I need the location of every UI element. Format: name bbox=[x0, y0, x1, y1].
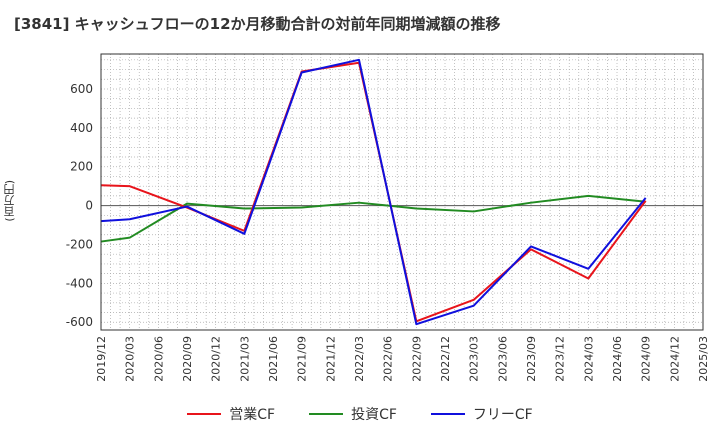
x-tick-label: 2020/03 bbox=[124, 336, 137, 382]
grid-lines bbox=[101, 54, 703, 330]
x-tick-label: 2020/06 bbox=[152, 336, 165, 382]
series-line-investing-cf bbox=[100, 194, 646, 243]
legend-swatch-investing bbox=[309, 413, 344, 415]
legend-label-free: フリーCF bbox=[472, 407, 533, 423]
series-line-free-cf bbox=[100, 58, 647, 326]
x-tick-label: 2021/06 bbox=[267, 336, 280, 382]
x-tick-label: 2023/03 bbox=[468, 336, 481, 382]
x-tick-label: 2020/12 bbox=[210, 336, 223, 382]
legend: 営業CF 投資CF フリーCF bbox=[0, 404, 720, 424]
y-tick-label: -400 bbox=[66, 276, 93, 290]
x-tick-label: 2025/03 bbox=[697, 336, 710, 382]
plot-background bbox=[101, 54, 703, 330]
legend-item-free: フリーCF bbox=[430, 404, 533, 424]
x-tick-label: 2021/09 bbox=[296, 336, 309, 382]
x-tick-label: 2024/09 bbox=[640, 336, 653, 382]
legend-item-investing: 投資CF bbox=[309, 404, 397, 424]
series-layer bbox=[100, 58, 647, 326]
y-tick-label: -200 bbox=[66, 237, 93, 251]
plot-border bbox=[100, 53, 704, 331]
y-tick-label: 200 bbox=[70, 160, 93, 174]
y-tick-label: 400 bbox=[70, 121, 93, 135]
x-tick-label: 2022/06 bbox=[382, 336, 395, 382]
x-axis-ticks: 2019/12 2020/03 2020/06 2020/09 2020/12 2021/… bbox=[95, 336, 710, 382]
y-tick-label: 600 bbox=[70, 82, 93, 96]
chart-title: [3841] キャッシュフローの12か月移動合計の対前年同期増減額の推移 bbox=[14, 15, 501, 33]
legend-label-investing: 投資CF bbox=[351, 407, 397, 423]
x-tick-label: 2024/06 bbox=[611, 336, 624, 382]
x-tick-label: 2019/12 bbox=[95, 336, 108, 382]
y-axis-ticks: 600 400 200 0 -200 -400 -600 bbox=[66, 82, 93, 329]
x-tick-label: 2024/03 bbox=[582, 336, 595, 382]
legend-item-operating: 営業CF bbox=[187, 404, 275, 424]
x-tick-label: 2024/12 bbox=[668, 336, 681, 382]
x-tick-label: 2022/03 bbox=[353, 336, 366, 382]
legend-label-operating: 営業CF bbox=[229, 407, 276, 423]
x-tick-label: 2021/03 bbox=[238, 336, 251, 382]
legend-swatch-operating bbox=[187, 413, 222, 415]
y-tick-label: -600 bbox=[66, 315, 93, 329]
legend-swatch-free bbox=[430, 413, 465, 415]
x-tick-label: 2022/09 bbox=[410, 336, 423, 382]
x-tick-label: 2021/12 bbox=[324, 336, 337, 382]
x-tick-label: 2022/12 bbox=[439, 336, 452, 382]
x-tick-label: 2023/09 bbox=[525, 336, 538, 382]
x-tick-label: 2023/06 bbox=[496, 336, 509, 382]
y-tick-label: 0 bbox=[85, 199, 93, 213]
x-tick-label: 2023/12 bbox=[554, 336, 567, 382]
x-tick-label: 2020/09 bbox=[181, 336, 194, 382]
